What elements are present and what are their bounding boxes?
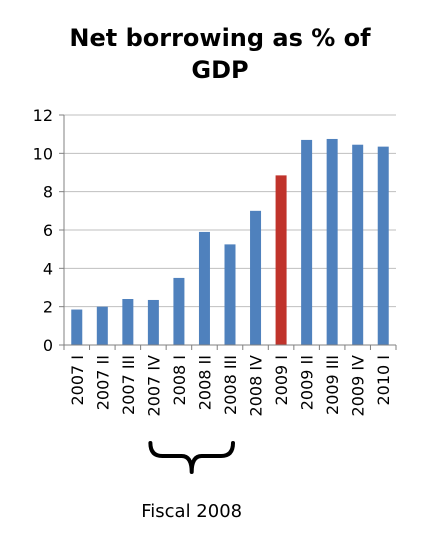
bar-2007-iii [122, 299, 134, 345]
bar-2008-i [173, 277, 185, 345]
x-tick-label-2007-i: 2007 I [68, 355, 87, 406]
x-tick-label-2007-iii: 2007 III [119, 355, 138, 415]
chart-title-line-1: Net borrowing as % of [69, 24, 371, 52]
y-tick-label-4: 4 [43, 259, 53, 278]
x-tick-label-2008-iii: 2008 III [221, 355, 240, 415]
x-tick-label-2010-i: 2010 I [374, 355, 393, 406]
x-tick-label-2007-iv: 2007 IV [144, 355, 163, 417]
y-tick-label-0: 0 [43, 336, 53, 355]
bar-2007-ii [96, 306, 108, 345]
x-tick-label-2009-iv: 2009 IV [349, 355, 368, 417]
bar-2008-iii [224, 244, 236, 346]
x-tick-label-2009-ii: 2009 II [298, 355, 317, 410]
x-tick-label-2007-ii: 2007 II [93, 355, 112, 410]
bar-2009-ii [301, 139, 313, 345]
x-tick-label-2008-ii: 2008 II [195, 355, 214, 410]
y-tick-labels: 0 2 4 6 8 10 12 [33, 106, 53, 355]
fiscal-bracket [148, 441, 235, 474]
chart-title-line-2: GDP [191, 56, 248, 84]
y-tick-label-6: 6 [43, 221, 53, 240]
x-tick-label-2009-iii: 2009 III [323, 355, 342, 415]
y-tick-label-8: 8 [43, 183, 53, 202]
bar-2008-ii [198, 231, 210, 345]
bars [71, 138, 389, 346]
fiscal-annotation-label: Fiscal 2008 [141, 501, 242, 522]
bar-2009-iii [326, 138, 338, 345]
x-tick-labels: 2007 I 2007 II 2007 III 2007 IV 2008 I 2008 I… [68, 355, 393, 417]
bar-2009-i [275, 175, 287, 345]
bar-2007-iv [147, 299, 159, 345]
bar-2009-iv [352, 144, 364, 345]
x-tick-label-2009-i: 2009 I [272, 355, 291, 406]
bar-2007-i [71, 309, 83, 345]
axes [59, 114, 397, 350]
bar-2010-i [377, 146, 389, 345]
y-tick-label-10: 10 [33, 144, 53, 163]
x-tick-label-2008-iv: 2008 IV [247, 355, 266, 417]
bar-2008-iv [250, 210, 262, 345]
y-tick-label-12: 12 [33, 106, 53, 125]
gridlines [64, 114, 396, 308]
y-tick-label-2: 2 [43, 298, 53, 317]
x-tick-label-2008-i: 2008 I [170, 355, 189, 406]
